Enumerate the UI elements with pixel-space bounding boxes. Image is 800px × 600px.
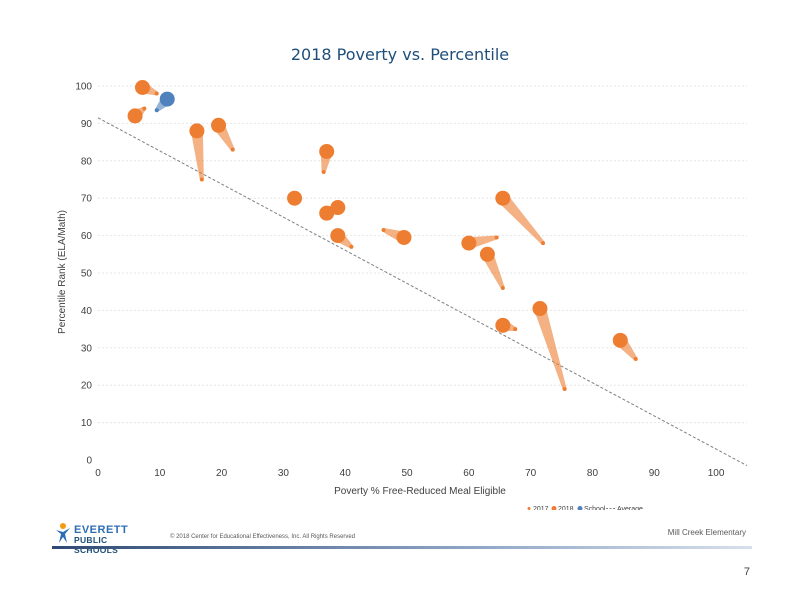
school-trail-13 [498,194,545,245]
x-tick-label: 0 [95,468,101,479]
school-trail-16 [534,306,567,390]
y-tick-label: 80 [81,156,93,167]
school-2017-point-10 [349,244,354,249]
y-axis-label: Percentile Rank (ELA/Math) [57,210,68,334]
legend-swatch-2 [577,506,583,510]
school-2017-point-13 [541,241,546,246]
legend-label: Average [617,506,643,510]
scatter-chart: 2018 Poverty vs. Percentile 0 10 20 30 40 50 6… [57,45,748,510]
x-tick-label: 70 [525,468,537,479]
x-axis-label: Poverty % Free-Reduced Meal Eligible [334,486,506,497]
school-marks-layer [127,79,638,391]
x-tick-label: 50 [401,468,413,479]
legend-label: School [584,506,606,510]
footer-divider [52,546,752,549]
x-tick-label: 90 [649,468,661,479]
x-tick-label: 100 [708,468,725,479]
chart-title: 2018 Poverty vs. Percentile [291,45,509,64]
school-trail-4 [190,130,204,180]
gridlines [98,85,747,424]
school-2017-point-3 [154,108,159,113]
school-2018-point-7 [319,143,335,159]
school-2018-point-14 [479,246,495,262]
x-tick-label: 60 [463,468,475,479]
page-number: 7 [743,566,750,578]
logo-text-public-schools: PUBLIC SCHOOLS [74,535,119,555]
x-tick-label: 80 [587,468,599,479]
school-2018-point-11 [396,229,412,245]
x-tick-label: 10 [154,468,166,479]
y-tick-label: 50 [81,269,93,280]
school-2018-point-2 [127,108,143,124]
copyright-notice: © 2018 Center for Educational Effectiven… [170,534,356,540]
y-tick-label: 30 [81,343,93,354]
school-2017-point-17 [633,357,638,362]
school-2017-point-4 [199,177,204,182]
school-2018-point-9 [330,200,346,216]
x-tick-label: 40 [340,468,352,479]
y-tick-label: 40 [81,306,93,317]
y-tick-labels: 0 10 20 30 40 50 60 70 80 90 100 [75,82,92,467]
average-line-layer [97,117,748,467]
school-2018-point-17 [612,332,628,348]
logo-text-everett: EVERETT [74,524,129,536]
school-2018-point-10 [330,228,346,244]
school-2017-point-16 [562,386,567,391]
x-tick-label: 30 [278,468,290,479]
x-tick-labels: 0 10 20 30 40 50 60 70 80 90 100 [95,468,725,479]
highlighted-school-2018-point [159,91,175,107]
logo-figure-icon [56,523,70,543]
school-2018-point-15 [495,317,511,333]
school-2018-point-13 [495,190,511,206]
school-2017-point-2 [142,106,147,111]
legend-label: 2018 [558,506,574,510]
average-line [97,117,748,467]
school-2018-point-5 [211,117,227,133]
footer: EVERETT PUBLIC SCHOOLS © 2018 Center for… [52,520,752,555]
legend: 2017 2018 School Average [527,506,643,510]
school-2017-point-7 [321,170,326,175]
y-tick-label: 10 [81,418,93,429]
y-tick-label: 20 [81,381,93,392]
school-2018-point-1 [135,79,151,95]
school-2018-point-8 [319,205,335,221]
school-name: Mill Creek Elementary [667,528,746,537]
school-2017-point-12 [494,235,499,240]
school-2017-point-5 [230,147,235,152]
school-2017-point-1 [154,91,159,96]
school-2017-point-15 [513,327,518,332]
legend-swatch-1 [551,506,557,510]
school-2017-point-11 [381,227,386,232]
school-2018-point-16 [532,301,548,317]
y-tick-label: 70 [81,194,93,205]
y-tick-label: 60 [81,231,93,242]
x-tick-label: 20 [216,468,228,479]
y-tick-label: 90 [81,119,93,130]
school-2018-point-12 [461,235,477,251]
district-logo: EVERETT PUBLIC SCHOOLS [54,522,154,555]
school-2017-point-14 [500,285,505,290]
legend-label: 2017 [533,506,549,510]
y-tick-label: 100 [75,82,92,93]
school-2018-point-6 [287,190,303,206]
legend-swatch-0 [527,507,531,510]
school-2018-point-4 [189,123,205,139]
y-tick-label: 0 [86,456,92,467]
